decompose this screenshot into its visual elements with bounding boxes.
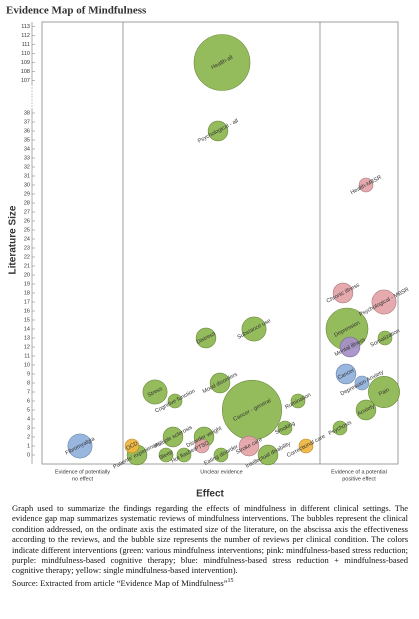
y-tick-label: 4 bbox=[27, 416, 30, 422]
bubble bbox=[213, 447, 229, 463]
bubble bbox=[142, 379, 168, 405]
bubble bbox=[195, 327, 217, 349]
bubble-label: OCD bbox=[125, 441, 139, 452]
x-axis-label: Effect bbox=[196, 489, 224, 500]
bubble bbox=[257, 444, 279, 466]
y-tick-label: 2 bbox=[27, 434, 30, 440]
column-label: Unclear evidence bbox=[200, 469, 243, 475]
source-ref: 15 bbox=[227, 577, 234, 584]
y-tick-label: 27 bbox=[24, 209, 30, 215]
bubble bbox=[124, 438, 140, 454]
y-tick-label: 11 bbox=[24, 353, 30, 359]
y-tick-label: 36 bbox=[24, 128, 30, 134]
bubble bbox=[377, 330, 393, 346]
y-tick-label: 12 bbox=[24, 344, 30, 350]
bubble bbox=[277, 420, 293, 436]
y-tick-label: 7 bbox=[27, 389, 30, 395]
column-label: positive effect bbox=[342, 476, 376, 482]
y-axis-label: Literature Size bbox=[8, 205, 19, 274]
y-tick-label: 19 bbox=[24, 281, 30, 287]
bubble bbox=[332, 282, 354, 304]
bubble bbox=[358, 177, 374, 193]
y-tick-label: 0 bbox=[27, 452, 30, 458]
bubble bbox=[354, 375, 370, 391]
bubble bbox=[193, 34, 251, 91]
bubble bbox=[332, 420, 348, 436]
y-tick-label: 113 bbox=[21, 24, 30, 30]
bubble bbox=[241, 316, 267, 342]
caption-source: Source: Extracted from article “Evidence… bbox=[12, 576, 408, 588]
bubble bbox=[176, 447, 192, 463]
y-tick-label: 110 bbox=[21, 51, 30, 57]
y-tick-label: 5 bbox=[27, 407, 30, 413]
chart: Evidence Map of Mindfulness Literature S… bbox=[6, 5, 410, 500]
y-tick-label: 112 bbox=[21, 33, 30, 39]
plot-frame bbox=[41, 21, 399, 465]
y-tick-label: 15 bbox=[24, 317, 30, 323]
y-tick-label: 16 bbox=[24, 308, 30, 314]
y-tick-label: 107 bbox=[21, 78, 30, 84]
y-tick-label: 109 bbox=[21, 60, 30, 66]
y-tick-label: 33 bbox=[24, 155, 30, 161]
y-tick-label: 8 bbox=[27, 380, 30, 386]
y-tick-label: 13 bbox=[24, 335, 30, 341]
y-tick-label: 34 bbox=[24, 146, 30, 152]
bubble bbox=[207, 120, 229, 142]
bubble bbox=[298, 438, 314, 454]
bubble bbox=[368, 376, 400, 408]
bubble bbox=[194, 438, 210, 454]
y-tick-label: 14 bbox=[24, 326, 30, 332]
y-tick-label: 31 bbox=[24, 173, 30, 179]
bubble bbox=[339, 336, 361, 358]
bubble bbox=[355, 399, 377, 421]
y-tick-label: 30 bbox=[24, 182, 30, 188]
bubble-label: Pain bbox=[378, 387, 391, 398]
caption: Graph used to summarize the findings reg… bbox=[12, 503, 408, 588]
column-label: Evidence of potentially bbox=[55, 469, 110, 475]
source-text: Source: Extracted from article “Evidence… bbox=[12, 577, 228, 588]
y-tick-label: 21 bbox=[24, 263, 30, 269]
bubble bbox=[67, 433, 93, 459]
chart-title: Evidence Map of Mindfulness bbox=[6, 5, 147, 17]
bubble bbox=[158, 447, 174, 463]
y-tick-label: 20 bbox=[24, 272, 30, 278]
column-label: no effect bbox=[72, 476, 93, 482]
y-tick-label: 23 bbox=[24, 245, 30, 251]
bubble bbox=[209, 372, 231, 394]
bubble bbox=[290, 393, 306, 409]
y-tick-label: 29 bbox=[24, 191, 30, 197]
bubble bbox=[162, 426, 184, 448]
y-tick-label: 6 bbox=[27, 398, 30, 404]
y-tick-label: 35 bbox=[24, 137, 30, 143]
y-tick-label: 37 bbox=[24, 119, 30, 125]
y-tick-label: 32 bbox=[24, 164, 30, 170]
y-tick-label: 111 bbox=[22, 42, 30, 48]
column-label: Evidence of a potential bbox=[331, 469, 387, 475]
bubble bbox=[238, 435, 260, 457]
y-tick-label: 17 bbox=[24, 299, 30, 305]
y-tick-label: 22 bbox=[24, 254, 30, 260]
y-tick-label: 3 bbox=[27, 425, 30, 431]
y-tick-label: 26 bbox=[24, 218, 30, 224]
y-tick-label: 10 bbox=[24, 362, 30, 368]
y-tick-label: 9 bbox=[27, 371, 30, 377]
bubble bbox=[167, 393, 183, 409]
caption-text: Graph used to summarize the findings reg… bbox=[12, 503, 408, 576]
bubble bbox=[335, 363, 357, 385]
y-tick-label: 108 bbox=[21, 69, 30, 75]
y-tick-label: 18 bbox=[24, 290, 30, 296]
y-tick-label: 38 bbox=[24, 110, 30, 116]
y-tick-label: 1 bbox=[27, 443, 30, 449]
y-tick-label: 28 bbox=[24, 200, 30, 206]
y-tick-label: 25 bbox=[24, 227, 30, 233]
y-tick-label: 24 bbox=[24, 236, 30, 242]
bubble bbox=[371, 289, 397, 315]
